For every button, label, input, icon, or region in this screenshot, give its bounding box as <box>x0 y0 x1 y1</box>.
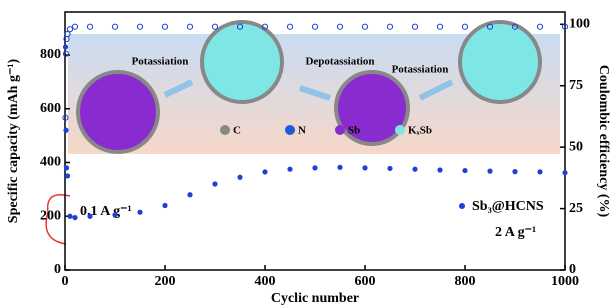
data-point <box>137 24 142 29</box>
data-point <box>512 169 517 174</box>
x-axis-title: Cyclic number <box>271 291 359 306</box>
data-point <box>312 24 317 29</box>
data-point <box>187 24 192 29</box>
data-point <box>537 169 542 174</box>
y-axis-title: Specific capacity (mAh g⁻¹) <box>6 58 21 223</box>
y-tick-label: 0 <box>54 262 61 277</box>
y2-tick-label: 75 <box>569 78 583 93</box>
data-point <box>412 24 417 29</box>
data-point <box>287 24 292 29</box>
legend-marker <box>459 203 465 209</box>
y-tick-label: 800 <box>40 47 61 62</box>
data-point <box>67 27 72 32</box>
y2-tick-label: 50 <box>569 139 583 154</box>
data-point <box>87 24 92 29</box>
data-point <box>337 165 342 170</box>
legend-label: Sb₃@HCNS <box>472 199 544 214</box>
data-point <box>137 210 142 215</box>
data-point <box>64 165 69 170</box>
data-point <box>162 203 167 208</box>
data-point <box>63 128 68 133</box>
y-tick-label: 200 <box>40 208 61 223</box>
data-point <box>437 24 442 29</box>
x-tick-label: 200 <box>155 274 176 289</box>
chart: Potassiation Depotassiation Potassiation… <box>0 0 613 306</box>
y2-tick-label: 100 <box>569 17 590 32</box>
data-point <box>67 214 72 219</box>
y-tick-label: 400 <box>40 155 61 170</box>
y2-tick-label: 25 <box>569 201 583 216</box>
data-point <box>337 24 342 29</box>
inset-step: Depotassiation <box>305 56 374 68</box>
data-point <box>462 24 467 29</box>
data-point <box>362 165 367 170</box>
inset-step: Potassiation <box>132 56 189 68</box>
annotation: 2 A g⁻¹ <box>495 225 536 240</box>
data-point <box>162 24 167 29</box>
data-point <box>72 215 77 220</box>
data-point <box>87 214 92 219</box>
data-point <box>362 24 367 29</box>
data-point <box>462 168 467 173</box>
data-point <box>537 24 542 29</box>
data-point <box>112 212 117 217</box>
y2-tick-label: 0 <box>569 262 576 277</box>
inset-step: Potassiation <box>392 64 449 76</box>
data-point <box>72 24 77 29</box>
data-point <box>562 170 567 175</box>
data-point <box>187 192 192 197</box>
inset-legend: Sb <box>348 125 360 137</box>
data-point <box>412 167 417 172</box>
data-point <box>63 44 68 49</box>
data-point <box>212 181 217 186</box>
data-point <box>437 167 442 172</box>
data-point <box>237 175 242 180</box>
inset-legend: N <box>298 125 306 137</box>
x-tick-label: 800 <box>455 274 476 289</box>
y-tick-label: 600 <box>40 101 61 116</box>
data-point <box>112 24 117 29</box>
x-tick-label: 600 <box>355 274 376 289</box>
inset-legend: C <box>233 125 241 137</box>
data-point <box>487 169 492 174</box>
x-tick-label: 0 <box>62 274 69 289</box>
data-point <box>287 167 292 172</box>
data-point <box>65 173 70 178</box>
inset-legend: KₓSb <box>408 125 432 137</box>
data-point <box>212 24 217 29</box>
y2-axis-title: Coulombic efficiency (%) <box>596 65 611 218</box>
data-point <box>387 24 392 29</box>
data-point <box>262 169 267 174</box>
data-point <box>312 165 317 170</box>
x-tick-label: 400 <box>255 274 276 289</box>
data-point <box>387 166 392 171</box>
